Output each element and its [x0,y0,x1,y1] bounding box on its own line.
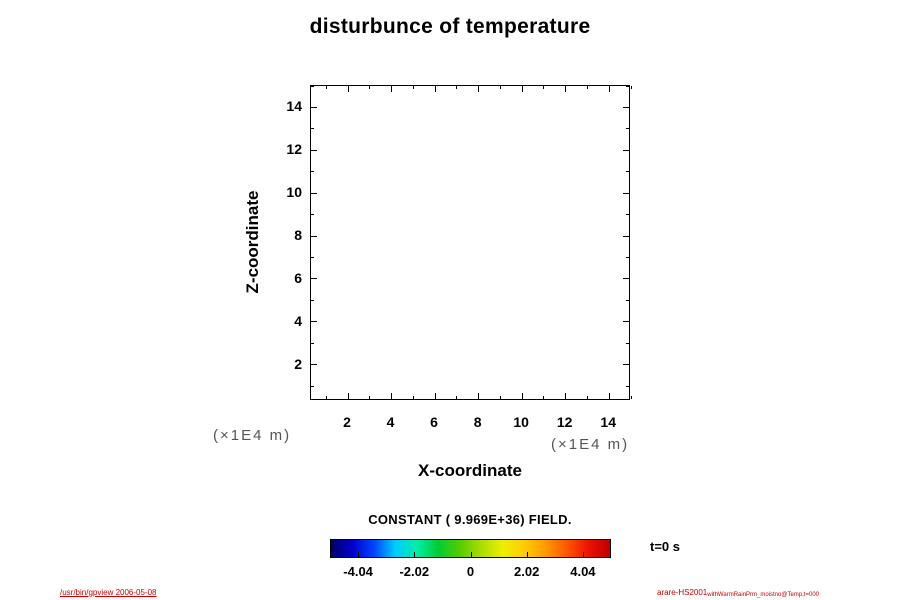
y-tick-mark [623,235,629,237]
y-tick-mark [626,256,629,258]
colorbar-tick-mark [470,552,472,557]
x-tick-label: 14 [600,414,617,430]
y-tick-label: 6 [294,269,302,286]
x-tick-mark [478,86,480,92]
x-tick-label: 2 [343,414,351,430]
x-tick-mark [630,396,632,399]
y-tick-mark [311,106,317,108]
y-tick-mark [311,342,314,344]
x-tick-mark [543,396,545,399]
colorbar-tick-label: 4.04 [570,564,596,579]
x-tick-mark [391,393,393,399]
y-axis-unit: (×1E4 m) [213,427,292,444]
x-tick-mark [499,396,501,399]
footer-run-id-sub: withWarmRainPrm_moistno@Temp,t=000 [707,592,819,598]
y-tick-mark [311,171,314,173]
x-tick-mark [499,86,501,89]
colorbar-tick-mark [526,552,528,557]
y-tick-mark [311,235,317,237]
y-tick-label: 2 [294,355,302,372]
x-tick-mark [521,86,523,92]
x-tick-label: 12 [556,414,573,430]
x-tick-mark [608,86,610,92]
y-tick-mark [623,192,629,194]
x-tick-mark [586,396,588,399]
footer-run-id-main: arare-HS2001 [657,588,708,597]
x-tick-mark [565,393,567,399]
x-tick-mark [347,393,349,399]
x-tick-mark [434,393,436,399]
y-tick-mark [626,299,629,301]
y-tick-mark [311,85,314,87]
x-tick-mark [608,393,610,399]
footer-run-id: arare-HS2001withWarmRainPrm_moistno@Temp… [657,588,819,598]
y-tick-mark [623,106,629,108]
colorbar-tick-label: -4.04 [343,564,373,579]
y-tick-label: 12 [286,141,302,158]
x-axis-label: X-coordinate [418,461,522,480]
chart-title: disturbunce of temperature [309,15,591,38]
y-tick-mark [623,321,629,323]
x-tick-label: 8 [473,414,482,430]
colorbar-tick-mark [358,552,360,557]
y-tick-mark [311,256,314,258]
constant-field-text: CONSTANT ( 9.969E+36) FIELD. [368,512,572,527]
colorbar [330,539,611,558]
y-tick-mark [311,149,317,151]
x-tick-mark [543,86,545,89]
x-tick-label: 4 [386,414,395,430]
y-tick-mark [311,321,317,323]
y-tick-mark [626,214,629,216]
footer-command-text: /usr/bin/gpview 2006-05-08 [60,588,157,597]
colorbar-tick-mark [582,552,584,557]
x-tick-mark [347,86,349,92]
x-tick-mark [325,396,327,399]
y-tick-mark [311,299,314,301]
x-tick-mark [325,86,327,89]
y-tick-mark [623,149,629,151]
x-tick-mark [630,86,632,89]
x-tick-mark [412,86,414,89]
y-tick-mark [626,171,629,173]
x-tick-mark [565,86,567,92]
y-tick-label: 14 [286,98,302,115]
y-tick-mark [623,364,629,366]
y-tick-mark [311,192,317,194]
y-tick-mark [311,278,317,280]
x-axis-unit: (×1E4 m) [551,436,630,453]
y-tick-mark [626,128,629,130]
x-tick-mark [434,86,436,92]
x-tick-mark [369,396,371,399]
x-tick-mark [521,393,523,399]
x-tick-mark [586,86,588,89]
plot-area [310,85,632,400]
y-tick-mark [311,214,314,216]
x-tick-mark [478,393,480,399]
colorbar-tick-label: 0 [466,564,475,579]
y-tick-mark [626,385,629,387]
x-tick-mark [412,396,414,399]
colorbar-tick-label: 2.02 [514,564,540,579]
y-tick-label: 8 [294,227,302,243]
time-label: t=0 s [650,539,680,554]
y-tick-mark [311,128,314,130]
x-tick-mark [456,86,458,89]
x-tick-label: 6 [430,414,438,430]
y-tick-label: 10 [286,184,302,201]
y-tick-label: 4 [294,312,302,329]
colorbar-gradient [331,540,610,557]
y-tick-mark [311,364,317,366]
y-tick-mark [626,85,629,87]
y-tick-mark [311,385,314,387]
x-tick-mark [391,86,393,92]
y-tick-mark [623,278,629,280]
y-tick-mark [626,342,629,344]
x-tick-mark [369,86,371,89]
x-tick-mark [456,396,458,399]
colorbar-tick-mark [414,552,416,557]
colorbar-tick-label: -2.02 [399,564,430,579]
x-tick-label: 10 [513,414,529,430]
